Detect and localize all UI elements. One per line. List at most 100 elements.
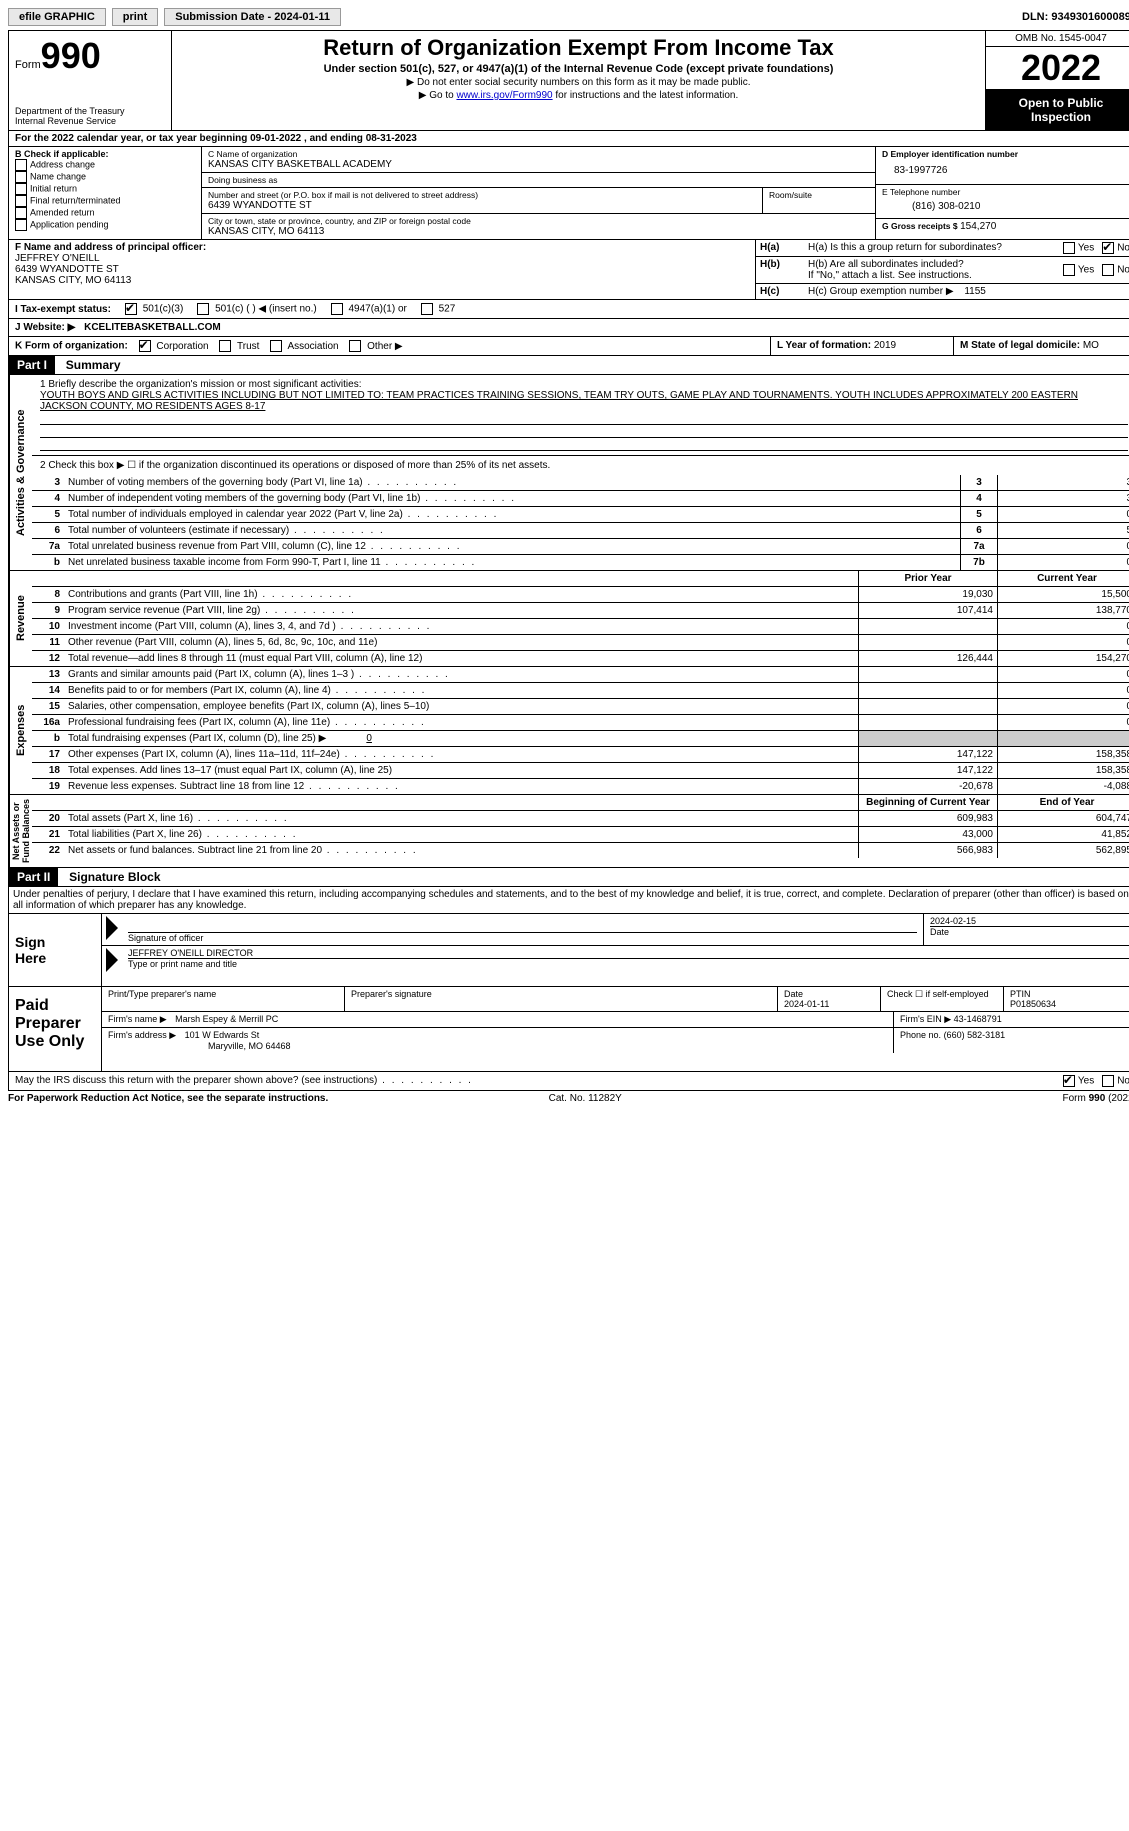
chk-name[interactable]: Name change [15, 171, 195, 183]
print-button[interactable]: print [112, 8, 158, 26]
net-assets-table: Beginning of Current YearEnd of Year 20T… [32, 795, 1129, 858]
part-i-header: Part I Summary [8, 356, 1129, 375]
footer-mid: Cat. No. 11282Y [549, 1093, 622, 1104]
line-5: 5Total number of individuals employed in… [32, 507, 1129, 523]
submission-date: Submission Date - 2024-01-11 [164, 8, 341, 26]
form-note-1: ▶ Do not enter social security numbers o… [180, 77, 977, 88]
expenses-label: Expenses [9, 667, 32, 794]
org-name-cell: C Name of organization KANSAS CITY BASKE… [202, 147, 875, 173]
officer-name-cell: JEFFREY O'NEILL DIRECTOR Type or print n… [122, 946, 1129, 974]
header-right: OMB No. 1545-0047 2022 Open to Public In… [985, 31, 1129, 130]
chk-final[interactable]: Final return/terminated [15, 195, 195, 207]
dba-cell: Doing business as [202, 173, 875, 188]
form-subtitle: Under section 501(c), 527, or 4947(a)(1)… [180, 63, 977, 75]
section-net-assets: Net Assets or Fund Balances Beginning of… [8, 795, 1129, 868]
line-2: 2 Check this box ▶ ☐ if the organization… [32, 455, 1129, 475]
revenue-label: Revenue [9, 571, 32, 666]
discuss-question: May the IRS discuss this return with the… [15, 1075, 1063, 1087]
chk-501c3[interactable]: 501(c)(3) [125, 303, 183, 315]
chk-trust[interactable]: Trust [219, 341, 259, 352]
box-l-label: L Year of formation: [777, 340, 871, 351]
chk-app[interactable]: Application pending [15, 219, 195, 231]
sign-date-cell: 2024-02-15 Date [923, 914, 1129, 945]
mission-blank-1 [40, 412, 1128, 425]
mission-blank-3 [40, 438, 1128, 451]
arrow-icon [106, 948, 118, 972]
box-b-title: B Check if applicable: [15, 149, 195, 159]
box-f-label: F Name and address of principal officer: [15, 242, 749, 253]
form-number: Form990 [15, 35, 165, 77]
box-j: J Website: ▶ KCELITEBASKETBALL.COM [8, 319, 1129, 337]
paid-preparer-label: Paid Preparer Use Only [9, 987, 102, 1071]
chk-527[interactable]: 527 [421, 303, 455, 315]
chk-name-label: Name change [30, 171, 86, 181]
chk-address[interactable]: Address change [15, 159, 195, 171]
form-header: Form990 Department of the Treasury Inter… [8, 30, 1129, 131]
box-j-label: J Website: ▶ [15, 322, 75, 333]
ein-label: D Employer identification number [882, 149, 1129, 159]
chk-assoc[interactable]: Association [270, 341, 338, 352]
ptin-value: P01850634 [1010, 999, 1129, 1009]
net-header: Beginning of Current YearEnd of Year [32, 795, 1129, 811]
ha-no[interactable]: No [1102, 242, 1129, 254]
chk-amended[interactable]: Amended return [15, 207, 195, 219]
ein-value: 83-1997726 [882, 159, 1129, 182]
firm-addr-cell: Firm's address ▶ 101 W Edwards St Maryvi… [102, 1028, 893, 1053]
preparer-date-cell: Date 2024-01-11 [777, 987, 880, 1011]
preparer-name-cell: Print/Type preparer's name [102, 987, 344, 1011]
ha-yes[interactable]: Yes [1063, 242, 1094, 254]
chk-other[interactable]: Other ▶ [349, 341, 402, 352]
city-cell: City or town, state or province, country… [202, 214, 875, 239]
line-16b: bTotal fundraising expenses (Part IX, co… [32, 731, 1129, 747]
firm-phone-cell: Phone no. (660) 582-3181 [893, 1028, 1129, 1053]
fundraising-underline: 0 [326, 733, 412, 744]
preparer-date-label: Date [784, 989, 874, 999]
ptin-label: PTIN [1010, 989, 1129, 999]
mission-text: YOUTH BOYS AND GIRLS ACTIVITIES INCLUDIN… [40, 390, 1128, 412]
line-3: 3Number of voting members of the governi… [32, 475, 1129, 491]
chk-4947[interactable]: 4947(a)(1) or [331, 303, 407, 315]
chk-app-label: Application pending [30, 219, 109, 229]
governance-label: Activities & Governance [9, 375, 32, 570]
revenue-header: Prior YearCurrent Year [32, 571, 1129, 587]
line-13: 13Grants and similar amounts paid (Part … [32, 667, 1129, 683]
website-value: KCELITEBASKETBALL.COM [78, 322, 221, 333]
box-m-label: M State of legal domicile: [960, 340, 1080, 351]
irs-link[interactable]: www.irs.gov/Form990 [456, 90, 552, 101]
firm-addr-label: Firm's address ▶ [108, 1030, 176, 1040]
page-footer: For Paperwork Reduction Act Notice, see … [8, 1091, 1129, 1104]
arrow-icon [106, 916, 118, 940]
officer-addr1: 6439 WYANDOTTE ST [15, 264, 749, 275]
sign-date: 2024-02-15 [930, 916, 1129, 927]
open-to-public: Open to Public Inspection [986, 90, 1129, 130]
hb-no[interactable]: No [1102, 264, 1129, 276]
dln-label: DLN: [1022, 11, 1051, 23]
discuss-row: May the IRS discuss this return with the… [8, 1072, 1129, 1091]
preparer-name-label: Print/Type preparer's name [108, 989, 338, 999]
hb-yes[interactable]: Yes [1063, 264, 1094, 276]
preparer-sig-label: Preparer's signature [351, 989, 771, 999]
chk-501c[interactable]: 501(c) ( ) ◀ (insert no.) [197, 303, 316, 315]
part-i-title: Summary [58, 356, 129, 374]
department: Department of the Treasury Internal Reve… [15, 106, 165, 126]
tel-cell: E Telephone number (816) 308-0210 [876, 185, 1129, 219]
section-expenses: Expenses 13Grants and similar amounts pa… [8, 667, 1129, 795]
box-k: K Form of organization: Corporation Trus… [9, 337, 771, 355]
discuss-yes[interactable]: Yes [1063, 1075, 1094, 1087]
section-governance: Activities & Governance 1 Briefly descri… [8, 375, 1129, 571]
gross-value: 154,270 [960, 221, 996, 232]
ptin-cell: PTIN P01850634 [1003, 987, 1129, 1011]
chk-corp[interactable]: Corporation [139, 341, 209, 352]
self-employed-label[interactable]: Check ☐ if self-employed [887, 989, 997, 1000]
officer-addr2: KANSAS CITY, MO 64113 [15, 275, 749, 286]
dba-label: Doing business as [208, 175, 869, 185]
chk-initial[interactable]: Initial return [15, 183, 195, 195]
box-l: L Year of formation: 2019 [771, 337, 954, 355]
box-h: H(a) H(a) Is this a group return for sub… [756, 240, 1129, 299]
sign-date-label: Date [930, 927, 1129, 937]
discuss-no[interactable]: No [1102, 1075, 1129, 1087]
section-revenue: Revenue Prior YearCurrent Year 8Contribu… [8, 571, 1129, 667]
gross-label: G Gross receipts $ [882, 221, 958, 231]
preparer-sig-cell: Preparer's signature [344, 987, 777, 1011]
officer-name: JEFFREY O'NEILL [15, 253, 749, 264]
